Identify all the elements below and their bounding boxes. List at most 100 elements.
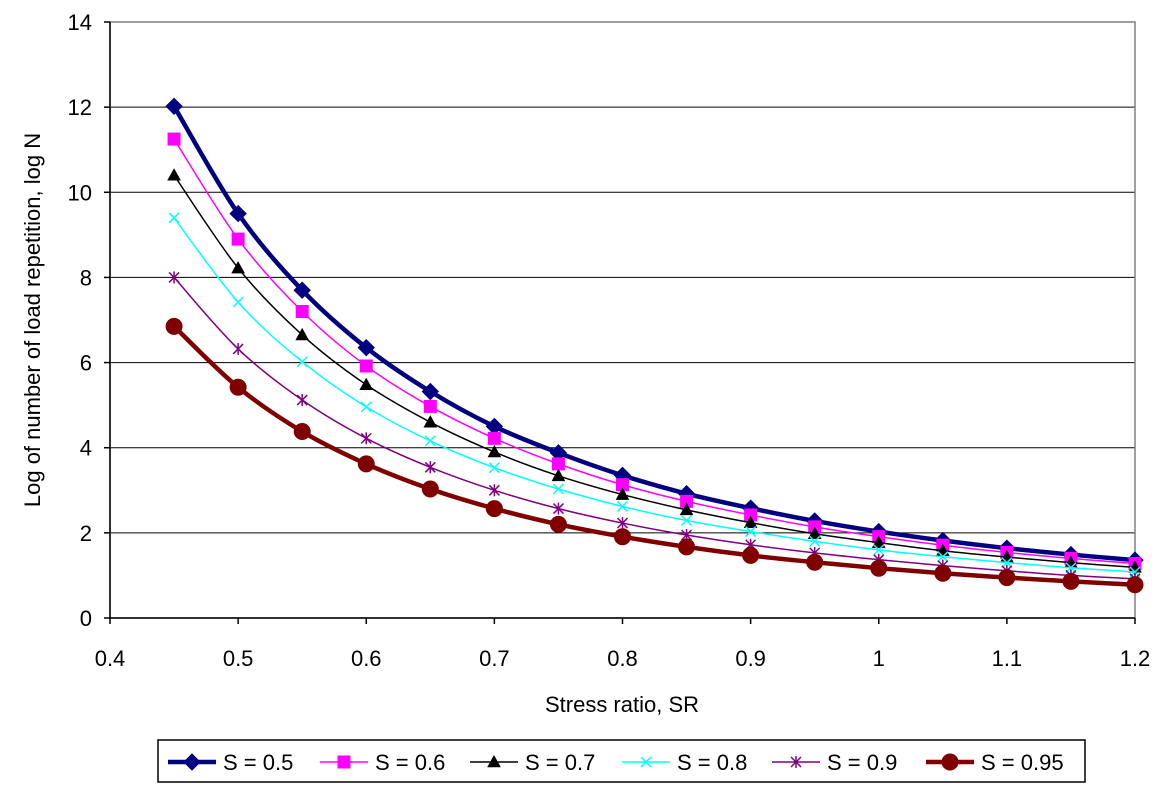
data-point: [167, 168, 181, 181]
gridlines: [110, 106, 1135, 534]
data-point: [229, 204, 247, 223]
data-point: [616, 517, 629, 530]
series-s-0-95: [165, 317, 1144, 594]
series-line: [173, 217, 1136, 573]
data-point: [1126, 576, 1144, 594]
tick-labels: 0 2 4 6 8 10 12 14 0.4 0.5 0.6 0.7 0.8 0.9 1 1.1 1.2: [68, 10, 1151, 671]
data-point: [934, 564, 952, 582]
data-point: [296, 356, 308, 368]
x-tick-label: 1.2: [1120, 646, 1151, 671]
data-point: [168, 271, 180, 284]
data-point: [295, 327, 310, 341]
legend-label: S = 0.95: [981, 750, 1064, 775]
legend-marker: [487, 754, 501, 768]
data-point: [295, 304, 309, 318]
data-point: [488, 462, 500, 474]
data-point: [806, 553, 824, 571]
x-tick-label: 1.1: [992, 646, 1023, 671]
x-tick-label: 1: [873, 646, 885, 671]
data-point: [998, 569, 1016, 587]
legend-label: S = 0.6: [375, 750, 445, 775]
y-tick-label: 6: [80, 351, 92, 376]
data-point: [231, 232, 245, 246]
y-tick-label: 2: [80, 521, 92, 546]
legend-item: S = 0.7: [470, 750, 595, 775]
data-point: [809, 535, 821, 547]
legend-item: S = 0.5: [168, 750, 293, 775]
data-point: [359, 359, 373, 373]
series-s-0-9: [168, 271, 1141, 585]
y-tick-label: 8: [80, 265, 92, 290]
legend-label: S = 0.9: [827, 750, 897, 775]
data-point: [168, 212, 180, 224]
data-point: [681, 514, 693, 527]
data-point: [870, 559, 888, 577]
series-line: [173, 138, 1136, 565]
data-point: [487, 431, 501, 445]
y-tick-label: 4: [80, 436, 92, 461]
data-point: [424, 435, 436, 447]
y-tick-label: 10: [68, 180, 92, 205]
data-point: [293, 423, 311, 441]
x-tick-label: 0.5: [223, 646, 254, 671]
data-point: [165, 97, 183, 115]
data-point: [357, 338, 375, 357]
data-point: [357, 455, 375, 473]
legend-marker: [941, 753, 959, 771]
series-line: [171, 324, 1138, 588]
series-s-0-6: [167, 132, 1142, 571]
x-tick-label: 0.6: [351, 646, 382, 671]
data-point: [165, 317, 183, 335]
data-point: [871, 535, 886, 548]
x-axis-title: Stress ratio, SR: [545, 692, 699, 717]
legend-marker: [640, 756, 652, 768]
data-point: [485, 500, 503, 518]
data-point: [807, 526, 822, 540]
data-point: [423, 399, 437, 413]
legend-label: S = 0.7: [525, 750, 595, 775]
legend-marker: [337, 755, 351, 769]
data-point: [937, 551, 949, 563]
legend-items: S = 0.5 S = 0.6 S = 0.7 S = 0.8 S = 0.9 S = 0…: [168, 750, 1064, 775]
series-layer: [165, 97, 1144, 594]
y-tick-label: 12: [68, 95, 92, 120]
data-point: [229, 378, 247, 396]
data-point: [359, 377, 374, 391]
data-point: [614, 528, 631, 546]
legend-label: S = 0.5: [223, 750, 293, 775]
data-point: [232, 296, 244, 308]
legend-item: S = 0.8: [622, 750, 747, 775]
series-line: [171, 104, 1138, 563]
data-point: [423, 415, 438, 428]
data-point: [552, 502, 564, 515]
data-point: [679, 502, 694, 516]
data-point: [1062, 572, 1080, 590]
data-point: [487, 444, 502, 458]
legend-label: S = 0.8: [677, 750, 747, 775]
series-line: [173, 276, 1136, 580]
axes: [104, 21, 1136, 624]
data-point: [231, 261, 245, 274]
data-point: [742, 546, 760, 564]
data-point: [424, 461, 436, 474]
data-point: [296, 394, 308, 407]
data-point: [873, 544, 885, 556]
data-point: [1001, 557, 1013, 569]
data-point: [615, 487, 630, 500]
data-point: [421, 480, 439, 498]
data-point: [421, 382, 440, 401]
data-point: [678, 538, 696, 556]
x-tick-label: 0.4: [95, 646, 126, 671]
series-line: [173, 174, 1136, 569]
x-tick-label: 0.7: [479, 646, 510, 671]
data-point: [488, 484, 500, 497]
data-point: [745, 526, 757, 538]
y-tick-label: 0: [80, 606, 92, 631]
series-s-0-8: [168, 212, 1141, 578]
data-point: [232, 342, 244, 355]
y-tick-label: 14: [68, 10, 92, 35]
legend: S = 0.5 S = 0.6 S = 0.7 S = 0.8 S = 0.9 S = 0…: [157, 739, 1086, 783]
data-point: [551, 468, 566, 482]
data-point: [360, 432, 372, 445]
